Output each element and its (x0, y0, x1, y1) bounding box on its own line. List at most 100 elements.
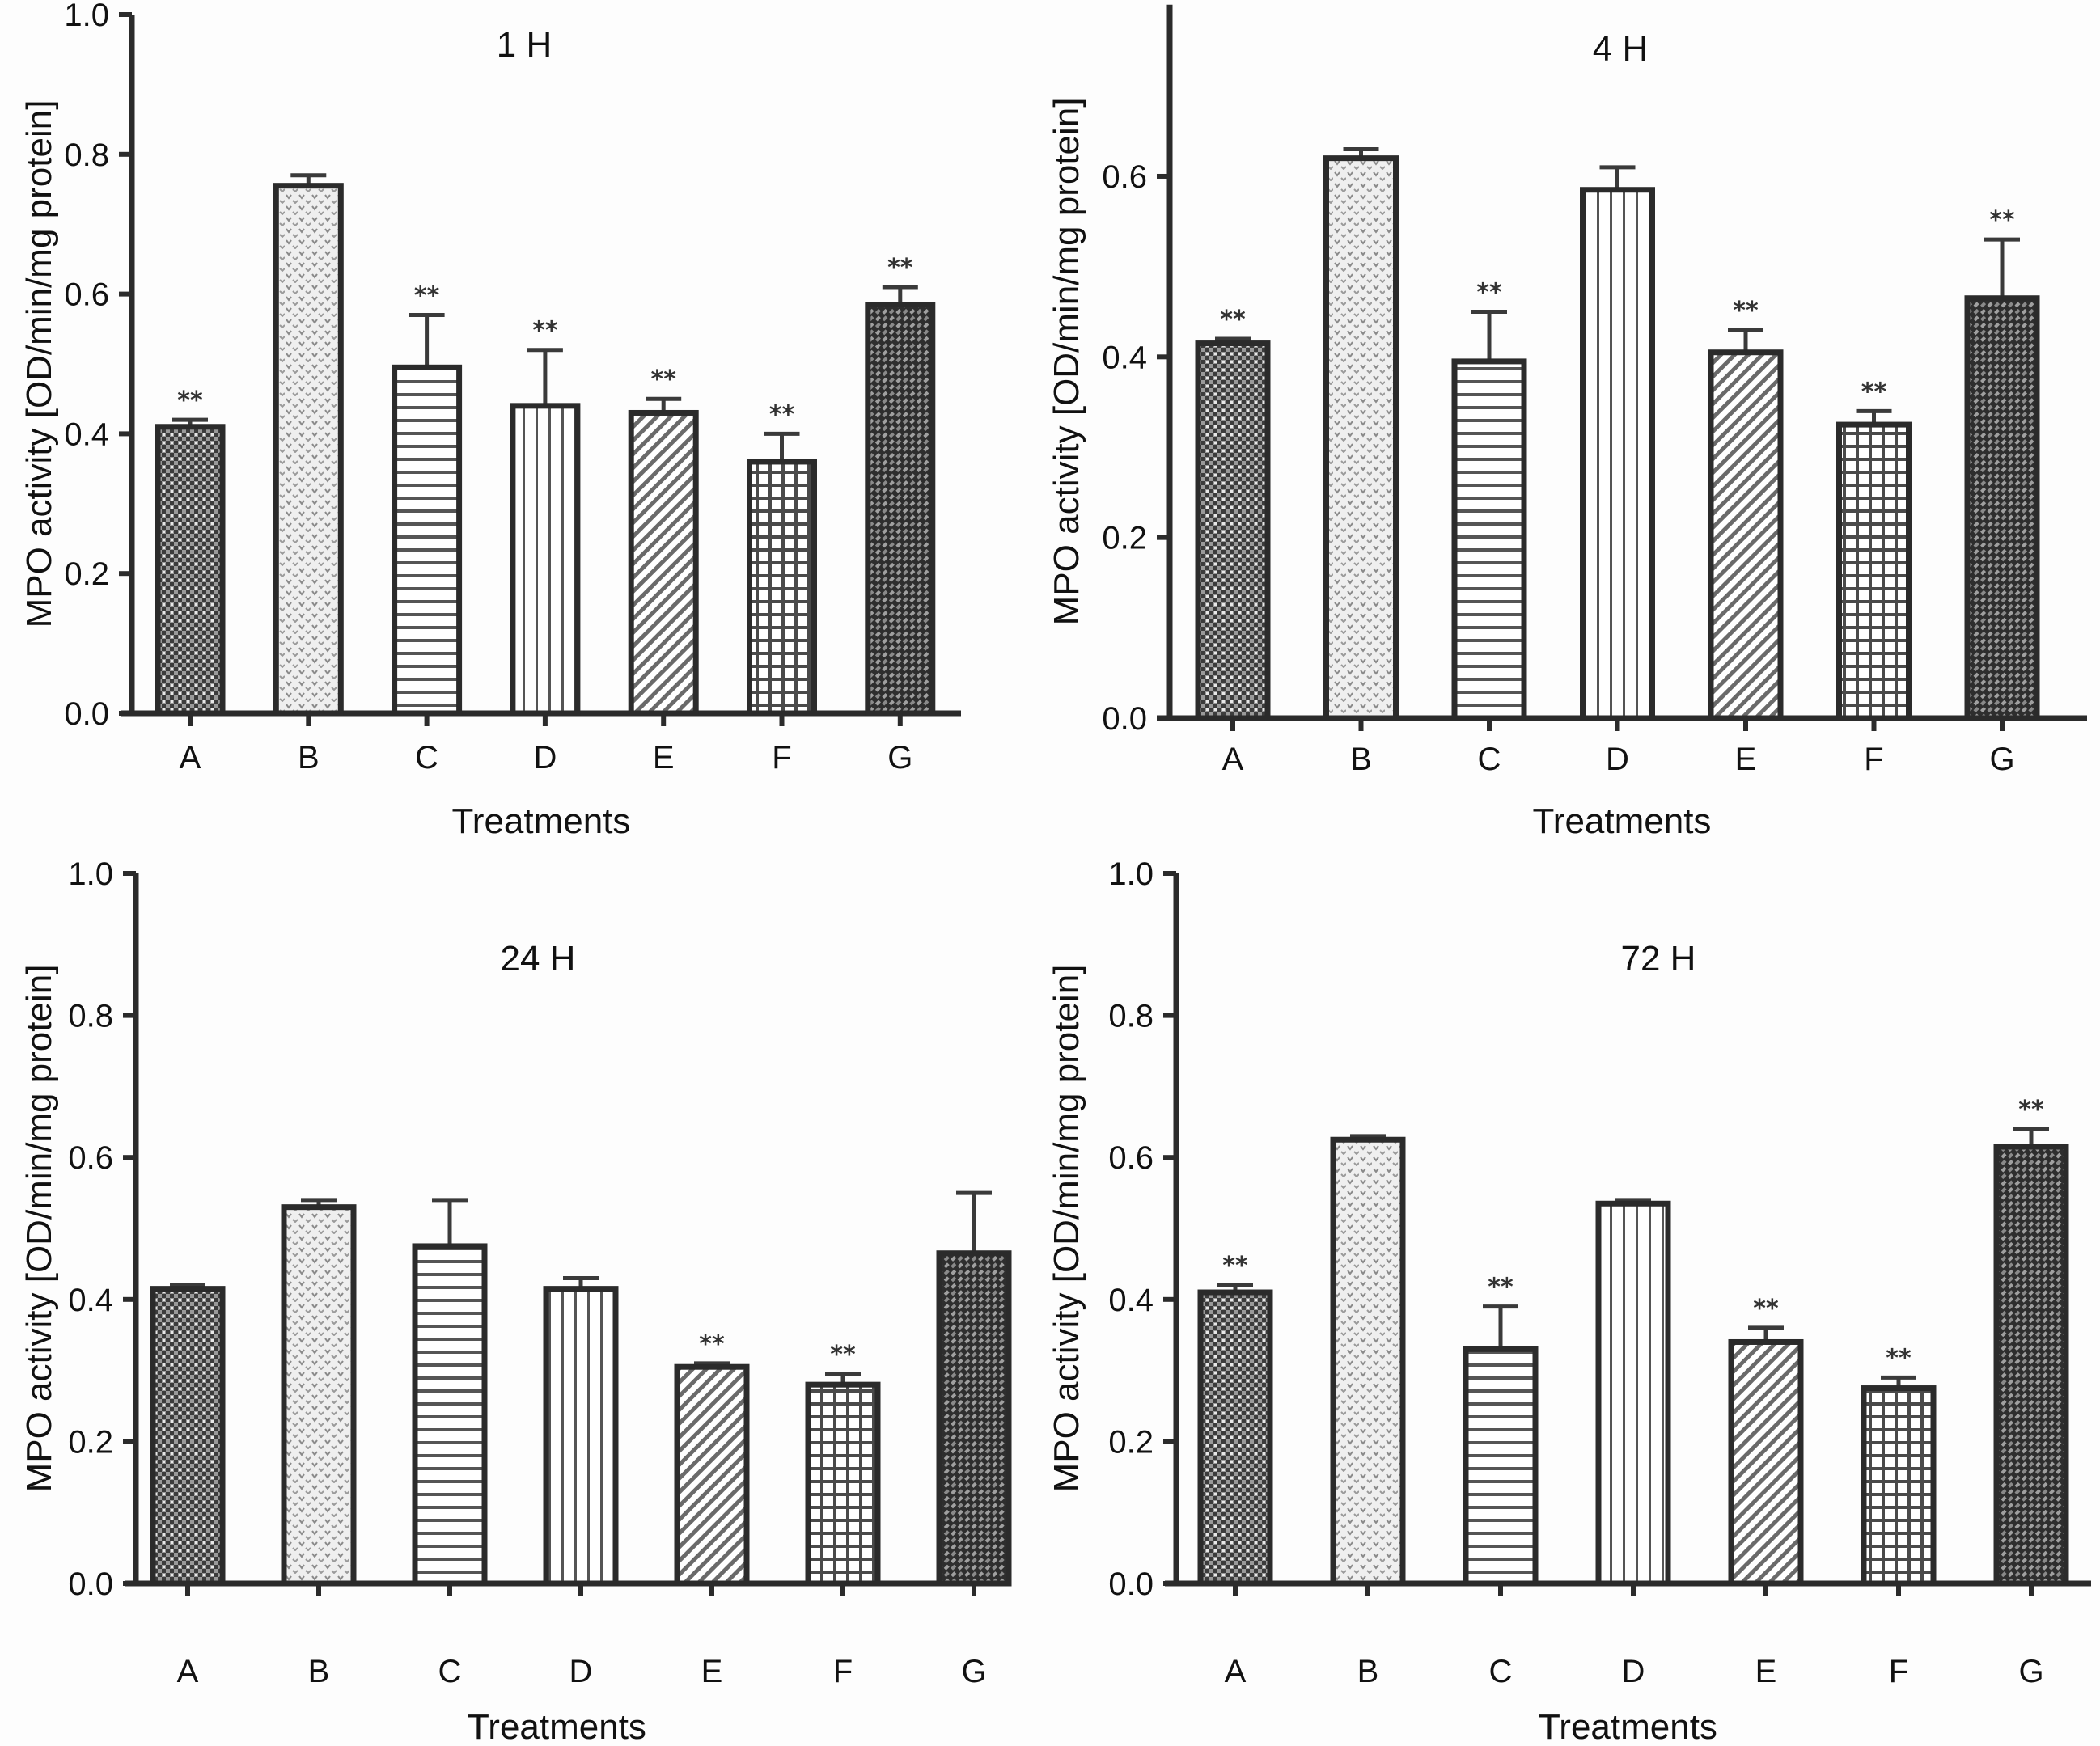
bar-a (155, 424, 226, 717)
bar-c (1451, 358, 1527, 721)
y-tick-label: 0.8 (1108, 999, 1154, 1034)
y-tick-label: 0.0 (1108, 1566, 1154, 1602)
significance-marker: ** (177, 387, 203, 415)
significance-marker: ** (699, 1330, 725, 1359)
category-label: E (653, 740, 675, 776)
chart-panel-1h: 1 H MPO activity [OD/min/mg protein] 0.0 0.… (19, 0, 961, 841)
category-label: F (1889, 1654, 1908, 1689)
y-tick-label: 0.0 (1102, 701, 1147, 737)
y-tick-label: 0.0 (64, 696, 109, 732)
bar-e (1708, 349, 1784, 721)
category-label: A (180, 740, 201, 776)
bar-b (281, 1204, 357, 1587)
category-label: E (701, 1654, 723, 1689)
category-label: A (1222, 742, 1244, 777)
significance-marker: ** (887, 254, 913, 282)
chart-panel-72h: 72 H MPO activity [OD/min/mg protein] 0.0 0… (1047, 856, 2091, 1746)
significance-marker: ** (1476, 278, 1502, 307)
significance-marker: ** (414, 282, 440, 311)
bar-d (510, 403, 581, 717)
y-tick-label: 0.6 (1102, 159, 1147, 195)
significance-marker: ** (830, 1341, 856, 1369)
y-tick-label: 0.2 (1108, 1424, 1154, 1460)
chart-title: 4 H (1593, 29, 1648, 69)
bar-g (865, 302, 936, 717)
y-tick-label: 0.6 (64, 277, 109, 313)
y-axis-label: MPO activity [OD/min/mg protein] (19, 965, 59, 1493)
bar-b (273, 183, 344, 717)
y-tick-label: 0.6 (68, 1140, 113, 1176)
y-tick-label: 0.8 (64, 137, 109, 173)
x-axis-label: Treatments (452, 801, 631, 841)
y-tick-label: 1.0 (68, 856, 113, 892)
category-label: G (1989, 742, 2014, 777)
y-axis-label: MPO activity [OD/min/mg protein] (1047, 97, 1086, 625)
category-label: D (569, 1654, 593, 1689)
bar-e (674, 1363, 750, 1587)
bar-e (1728, 1338, 1804, 1587)
chart-panel-24h: 24 H MPO activity [OD/min/mg protein] 0.0 0… (19, 856, 1012, 1746)
category-label: C (415, 740, 438, 776)
significance-marker: ** (1753, 1295, 1779, 1323)
bar-g (1964, 295, 2040, 721)
bar-d (1595, 1200, 1671, 1587)
bar-d (1580, 187, 1655, 721)
bar-a (1195, 340, 1271, 721)
category-label: G (2018, 1654, 2043, 1689)
y-axis-label: MPO activity [OD/min/mg protein] (1047, 965, 1086, 1493)
y-axis-label: MPO activity [OD/min/mg protein] (19, 100, 59, 628)
x-axis-label: Treatments (468, 1707, 646, 1746)
significance-marker: ** (1886, 1344, 1912, 1372)
bar-c (1463, 1346, 1539, 1587)
category-label: C (1478, 742, 1501, 777)
significance-marker: ** (1733, 297, 1759, 325)
bar-e (628, 409, 699, 717)
y-tick-label: 0.2 (1102, 521, 1147, 556)
category-label: B (1357, 1654, 1379, 1689)
x-axis-label: Treatments (1539, 1707, 1717, 1746)
significance-marker: ** (1488, 1274, 1514, 1302)
y-tick-label: 0.4 (1108, 1283, 1154, 1318)
significance-marker: ** (651, 366, 677, 394)
category-label: G (887, 740, 912, 776)
bar-b (1323, 155, 1399, 721)
x-axis-label: Treatments (1533, 801, 1712, 841)
y-tick-label: 0.2 (68, 1424, 113, 1460)
category-label: A (177, 1654, 199, 1689)
category-label: F (1864, 742, 1883, 777)
bar-g (936, 1250, 1012, 1587)
bar-c (392, 364, 463, 717)
chart-title: 24 H (501, 939, 576, 979)
significance-marker: ** (2018, 1096, 2044, 1124)
significance-marker: ** (1222, 1252, 1248, 1280)
bar-a (150, 1286, 226, 1587)
y-tick-label: 0.6 (1108, 1140, 1154, 1176)
bar-b (1330, 1136, 1406, 1587)
bar-f (747, 459, 817, 717)
bar-f (1861, 1385, 1937, 1587)
y-tick-label: 0.4 (68, 1283, 113, 1318)
significance-marker: ** (532, 317, 558, 345)
significance-marker: ** (1861, 378, 1887, 406)
significance-marker: ** (769, 400, 795, 429)
category-label: F (833, 1654, 853, 1689)
category-label: B (1350, 742, 1372, 777)
y-tick-label: 0.4 (64, 416, 109, 452)
bar-a (1197, 1289, 1273, 1587)
significance-marker: ** (1989, 206, 2015, 235)
category-label: E (1755, 1654, 1777, 1689)
category-label: A (1225, 1654, 1247, 1689)
chart-panel-4h: 4 H MPO activity [OD/min/mg protein] 0.0 0.… (1047, 4, 2087, 841)
chart-title: 72 H (1621, 939, 1696, 979)
category-label: G (961, 1654, 986, 1689)
category-label: C (1489, 1654, 1513, 1689)
bar-f (805, 1381, 881, 1587)
y-tick-label: 0.8 (68, 999, 113, 1034)
category-label: B (298, 740, 320, 776)
category-label: D (533, 740, 557, 776)
bar-f (1836, 421, 1912, 721)
y-tick-label: 0.0 (68, 1566, 113, 1602)
category-label: C (438, 1654, 462, 1689)
bar-c (412, 1243, 488, 1587)
